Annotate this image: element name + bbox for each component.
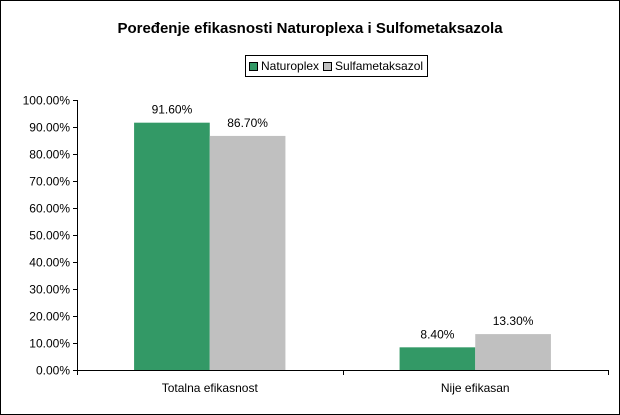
data-label: 86.70% — [227, 116, 268, 130]
y-tick-label: 100.00% — [23, 94, 71, 108]
y-tick-label: 50.00% — [29, 229, 70, 243]
legend-item-sulfametaksazol: Sulfametaksazol — [323, 59, 423, 73]
legend-label-naturoplex: Naturoplex — [261, 59, 320, 73]
bar-naturoplex — [134, 122, 210, 371]
y-tick-label: 40.00% — [29, 256, 70, 270]
y-tick-label: 70.00% — [29, 175, 70, 189]
y-tick-label: 30.00% — [29, 283, 70, 297]
y-tick-label: 60.00% — [29, 202, 70, 216]
y-tick-label: 80.00% — [29, 148, 70, 162]
y-tick-label: 0.00% — [36, 364, 70, 378]
y-tick-label: 10.00% — [29, 337, 70, 351]
data-label: 8.40% — [420, 327, 454, 341]
legend-swatch-naturoplex — [249, 61, 258, 71]
y-tick-label: 90.00% — [29, 121, 70, 135]
x-tick-label: Nije efikasan — [441, 381, 510, 395]
data-label: 91.60% — [152, 103, 193, 117]
y-tick-label: 20.00% — [29, 310, 70, 324]
x-tick-label: Totalna efikasnost — [162, 381, 259, 395]
legend-item-naturoplex: Naturoplex — [249, 59, 319, 73]
legend-swatch-sulfametaksazol — [323, 61, 333, 71]
legend: Naturoplex Sulfametaksazol — [245, 55, 429, 77]
chart-title: Poređenje efikasnosti Naturoplexa i Sulf… — [117, 20, 503, 37]
bar-sulfametaksazol — [475, 334, 551, 370]
bar-sulfametaksazol — [209, 135, 286, 370]
data-label: 13.30% — [493, 314, 534, 328]
bar-naturoplex — [399, 347, 476, 370]
legend-label-sulfametaksazol: Sulfametaksazol — [335, 59, 424, 73]
